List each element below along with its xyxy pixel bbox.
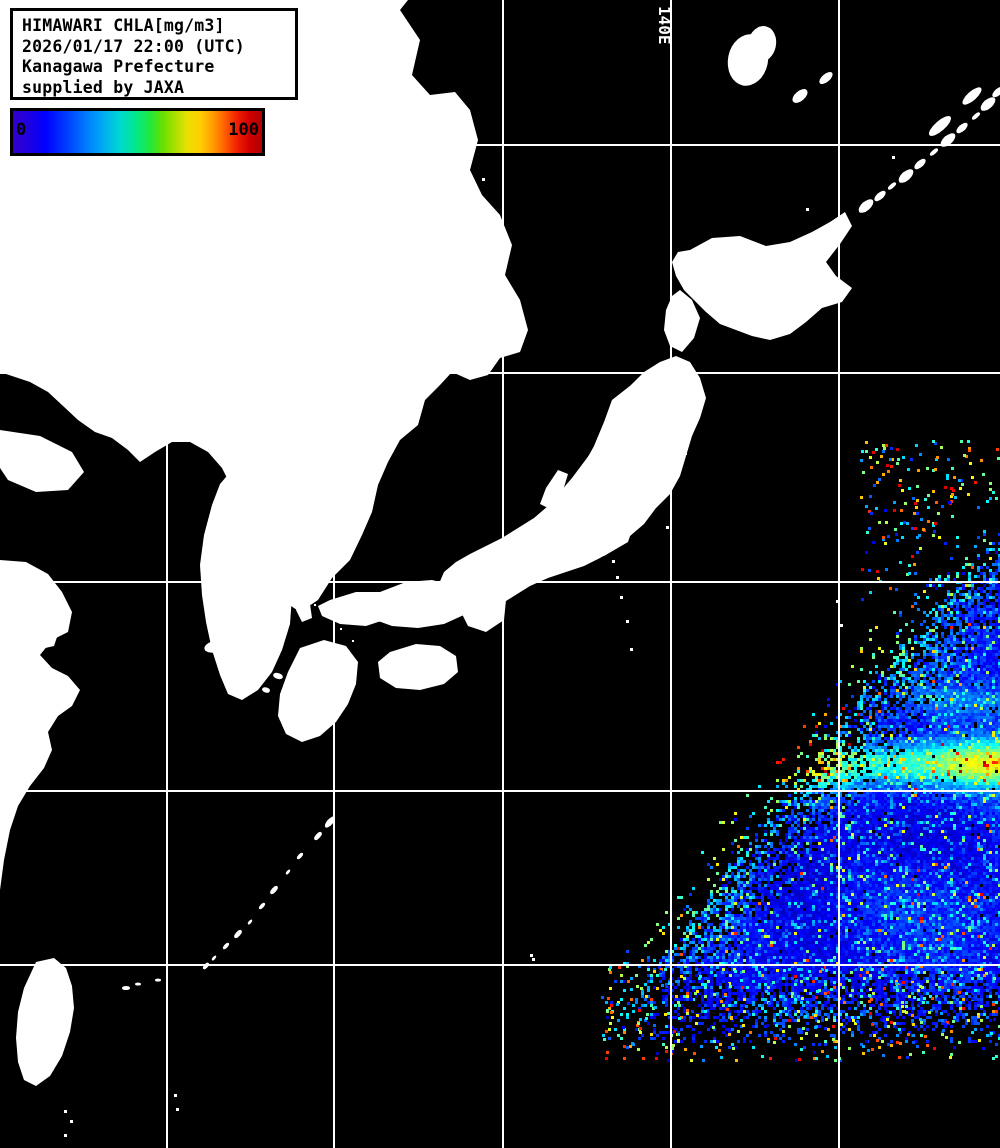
gridline-longitude-1: [333, 0, 335, 1148]
colorbar-min-label: 0: [16, 120, 27, 140]
colorbar-max-label: 100: [228, 120, 259, 140]
gridline-longitude-4: [838, 0, 840, 1148]
longitude-label-140e: 140E: [655, 6, 674, 45]
gridline-latitude-4: [0, 964, 1000, 966]
product-info-box: HIMAWARI CHLA[mg/m3] 2026/01/17 22:00 (U…: [10, 8, 298, 100]
gridline-latitude-0: [0, 144, 1000, 146]
colorbar: 0 100: [10, 108, 265, 156]
gridline-latitude-2: [0, 581, 1000, 583]
latitude-label-40n: 40N: [0, 351, 25, 370]
gridline-longitude-0: [166, 0, 168, 1148]
gridline-latitude-3: [0, 790, 1000, 792]
info-line-datetime: 2026/01/17 22:00 (UTC): [22, 36, 245, 56]
gridline-latitude-1: [0, 372, 1000, 374]
info-line-region: Kanagawa Prefecture: [22, 57, 215, 76]
info-line-credit: supplied by JAXA: [22, 77, 185, 97]
gridline-longitude-2: [502, 0, 504, 1148]
info-line-product: HIMAWARI CHLA[mg/m3]: [22, 16, 225, 35]
gridline-longitude-3: [670, 0, 672, 1148]
colorbar-gradient: [13, 111, 262, 153]
